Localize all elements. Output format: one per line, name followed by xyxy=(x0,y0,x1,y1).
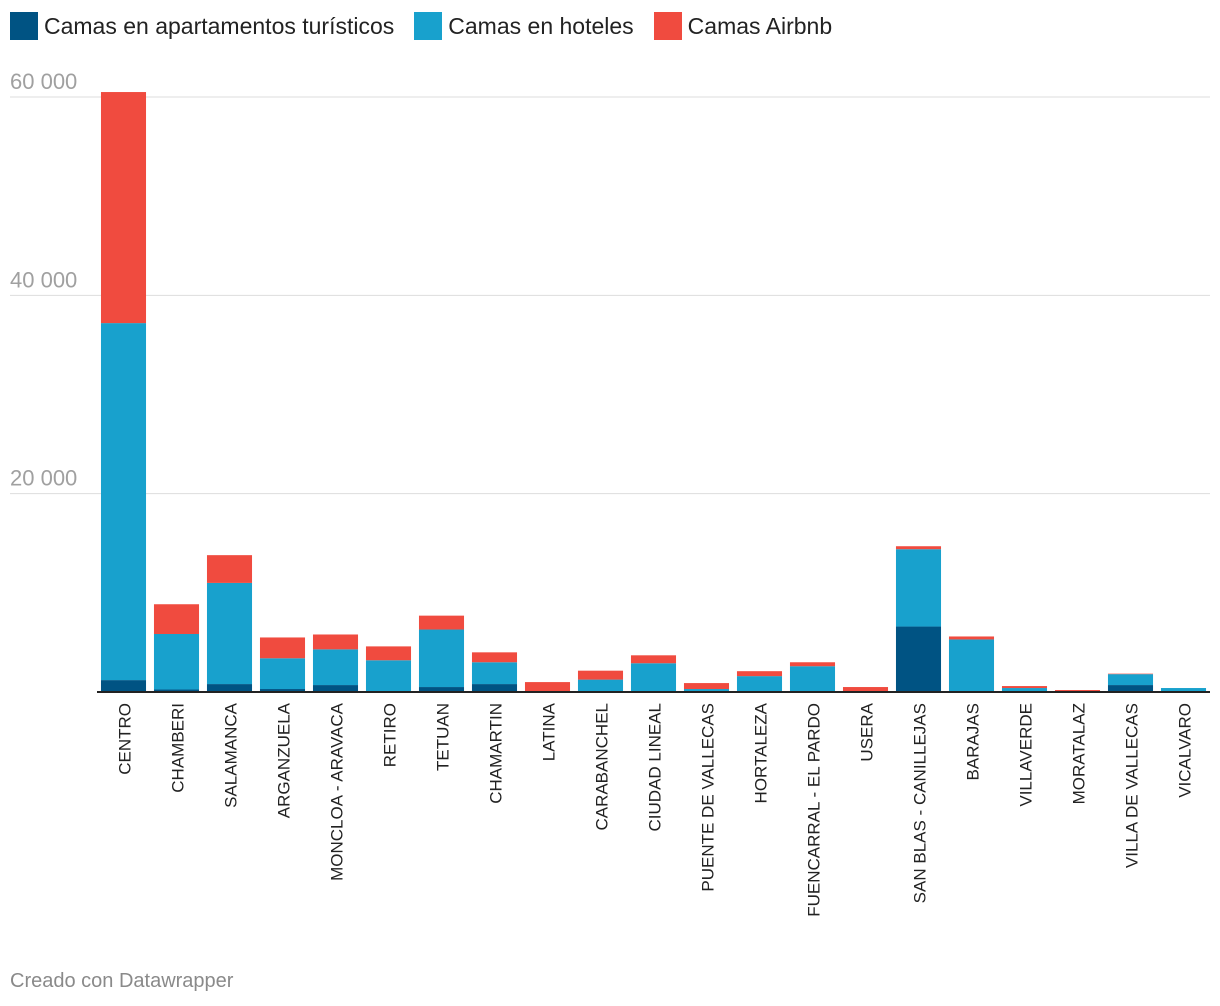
x-tick-label-villaverde: VILLAVERDE xyxy=(1017,703,1036,807)
bar-tetuan-s1 xyxy=(418,629,465,688)
bar-centro-s1 xyxy=(100,323,147,681)
x-tick-label-centro: CENTRO xyxy=(116,703,135,775)
y-tick-label-40000: 40 000 xyxy=(10,267,77,292)
x-tick-label-villa-de-vallecas: VILLA DE VALLECAS xyxy=(1123,703,1142,868)
bar-san-blas-canillejas-s2 xyxy=(895,546,942,550)
bar-salamanca-s0 xyxy=(206,684,253,692)
bar-tetuan-s2 xyxy=(418,615,465,630)
x-tick-label-moratalaz: MORATALAZ xyxy=(1070,703,1089,804)
x-tick-label-arganzuela: ARGANZUELA xyxy=(275,702,294,818)
bar-arganzuela-s0 xyxy=(259,689,306,692)
x-tick-label-tetuan: TETUAN xyxy=(434,703,453,771)
bar-hortaleza-s1 xyxy=(736,676,783,692)
bar-centro-s0 xyxy=(100,680,147,692)
legend-swatch-hoteles xyxy=(414,12,443,40)
x-tick-label-latina: LATINA xyxy=(540,702,559,761)
bar-retiro-s2 xyxy=(365,646,412,661)
stacked-bar-chart: 20 000 40 000 60 000 CENTRO CHAMBERI SALAMANC… xyxy=(10,69,1210,917)
legend-swatch-apartamentos xyxy=(10,12,38,40)
bar-fuencarral-el-pardo-s2 xyxy=(789,662,836,667)
x-tick-label-vicalvaro: VICALVARO xyxy=(1176,703,1195,798)
legend-item-airbnb: Camas Airbnb xyxy=(653,12,833,40)
x-tick-label-puente-de-vallecas: PUENTE DE VALLECAS xyxy=(699,703,718,892)
bar-barajas-s1 xyxy=(948,639,995,692)
bar-chamberi-s2 xyxy=(153,604,200,634)
bar-chamartin-s2 xyxy=(471,652,518,663)
bar-vicalvaro-s1 xyxy=(1160,688,1207,692)
bar-salamanca-s1 xyxy=(206,582,253,685)
bar-latina-s2 xyxy=(524,682,571,692)
bar-salamanca-s2 xyxy=(206,555,253,583)
bar-chamberi-s0 xyxy=(153,689,200,692)
bar-ciudad-lineal-s1 xyxy=(630,663,677,692)
bar-moncloa-aravaca-s1 xyxy=(312,649,359,686)
legend-label-hoteles: Camas en hoteles xyxy=(448,12,634,39)
x-tick-label-ciudad-lineal: CIUDAD LINEAL xyxy=(646,703,665,831)
legend-item-hoteles: Camas en hoteles xyxy=(414,12,634,40)
bar-tetuan-s0 xyxy=(418,687,465,692)
x-tick-label-san-blas-canillejas: SAN BLAS - CANILLEJAS xyxy=(911,703,930,903)
bar-moncloa-aravaca-s0 xyxy=(312,685,359,692)
x-tick-label-moncloa-aravaca: MONCLOA - ARAVACA xyxy=(328,702,347,881)
bar-san-blas-canillejas-s0 xyxy=(895,626,942,692)
bar-arganzuela-s1 xyxy=(259,658,306,690)
bar-carabanchel-s2 xyxy=(577,670,624,680)
bar-centro-s2 xyxy=(100,92,147,324)
bar-puente-de-vallecas-s1 xyxy=(683,689,730,692)
bar-villa-de-vallecas-s0 xyxy=(1107,685,1154,692)
bar-carabanchel-s1 xyxy=(577,679,624,692)
x-tick-label-fuencarral-el-pardo: FUENCARRAL - EL PARDO xyxy=(805,703,824,917)
bar-hortaleza-s2 xyxy=(736,671,783,677)
x-tick-label-retiro: RETIRO xyxy=(381,703,400,767)
chart-legend: Camas en apartamentos turísticos Camas e… xyxy=(10,12,852,40)
legend-swatch-airbnb xyxy=(653,12,682,40)
legend-label-apartamentos: Camas en apartamentos turísticos xyxy=(44,12,395,39)
footer-credit: Creado con Datawrapper xyxy=(10,970,234,992)
legend-item-apartamentos: Camas en apartamentos turísticos xyxy=(10,12,394,40)
x-tick-label-usera: USERA xyxy=(858,702,877,761)
y-tick-label-20000: 20 000 xyxy=(10,466,77,491)
bar-villa-de-vallecas-s1 xyxy=(1107,674,1154,686)
bar-ciudad-lineal-s2 xyxy=(630,655,677,664)
bar-barajas-s2 xyxy=(948,636,995,640)
x-tick-label-carabanchel: CARABANCHEL xyxy=(593,703,612,831)
y-tick-label-60000: 60 000 xyxy=(10,69,77,94)
bar-puente-de-vallecas-s2 xyxy=(683,683,730,690)
bar-fuencarral-el-pardo-s1 xyxy=(789,666,836,692)
x-tick-label-chamberi: CHAMBERI xyxy=(169,703,188,793)
x-tick-label-hortaleza: HORTALEZA xyxy=(752,702,771,803)
bar-san-blas-canillejas-s1 xyxy=(895,549,942,627)
bar-moncloa-aravaca-s2 xyxy=(312,634,359,650)
bar-chamartin-s1 xyxy=(471,662,518,685)
bar-chamartin-s0 xyxy=(471,684,518,692)
bar-usera-s2 xyxy=(842,687,889,692)
x-tick-label-salamanca: SALAMANCA xyxy=(222,702,241,808)
bar-chamberi-s1 xyxy=(153,633,200,690)
bar-villaverde-s2 xyxy=(1001,686,1048,689)
x-tick-label-barajas: BARAJAS xyxy=(964,703,983,780)
bar-retiro-s1 xyxy=(365,660,412,692)
bar-villaverde-s1 xyxy=(1001,688,1048,692)
x-tick-label-chamartin: CHAMARTIN xyxy=(487,703,506,804)
bar-arganzuela-s2 xyxy=(259,637,306,659)
legend-label-airbnb: Camas Airbnb xyxy=(687,12,833,39)
